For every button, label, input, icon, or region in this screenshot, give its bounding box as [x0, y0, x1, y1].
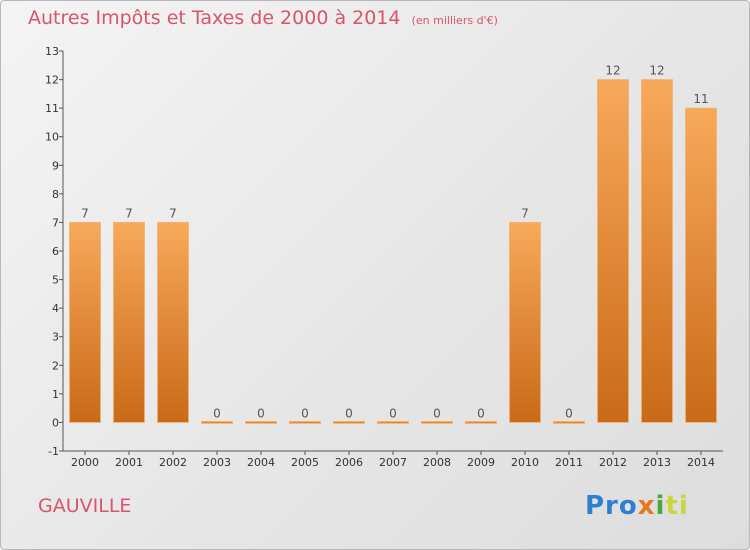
y-tick-label: 12 — [45, 74, 59, 87]
bar — [289, 421, 321, 424]
x-tick-label: 2014 — [687, 456, 715, 469]
y-tick-label: 4 — [52, 302, 59, 315]
chart-data-labels: 7 7 7 0 0 0 0 0 0 0 7 0 12 12 11 — [81, 64, 708, 421]
bar — [553, 421, 585, 424]
x-tick-label: 2001 — [115, 456, 143, 469]
location-name: GAUVILLE — [38, 495, 132, 517]
x-tick-label: 2002 — [159, 456, 187, 469]
y-tick-label: 1 — [52, 388, 59, 401]
y-tick-label: 8 — [52, 188, 59, 201]
data-label: 11 — [693, 92, 708, 106]
x-tick-label: 2009 — [467, 456, 495, 469]
data-label: 7 — [81, 206, 89, 220]
bar — [465, 421, 497, 424]
data-label: 0 — [345, 406, 353, 420]
x-tick-label: 2008 — [423, 456, 451, 469]
y-tick-label: 3 — [52, 331, 59, 344]
y-tick-label: 0 — [52, 416, 59, 429]
data-label: 0 — [433, 406, 441, 420]
proxiti-logo: Proxiti — [585, 491, 689, 521]
y-tick-label: 9 — [52, 159, 59, 172]
data-label: 0 — [301, 406, 309, 420]
data-label: 0 — [213, 406, 221, 420]
y-tick-label: 7 — [52, 216, 59, 229]
x-tick-label: 2012 — [599, 456, 627, 469]
data-label: 0 — [257, 406, 265, 420]
x-tick-label: 2000 — [71, 456, 99, 469]
y-tick-label: 6 — [52, 245, 59, 258]
y-tick-label: 13 — [45, 45, 59, 58]
bar — [333, 421, 365, 424]
x-tick-label: 2005 — [291, 456, 319, 469]
bar — [685, 107, 717, 423]
data-label: 7 — [521, 206, 529, 220]
x-tick-label: 2003 — [203, 456, 231, 469]
data-label: 12 — [649, 64, 664, 78]
bar — [597, 79, 629, 423]
x-tick-label: 2010 — [511, 456, 539, 469]
data-label: 0 — [565, 406, 573, 420]
chart-title-block: Autres Impôts et Taxes de 2000 à 2014 (e… — [28, 7, 498, 29]
x-tick-label: 2004 — [247, 456, 275, 469]
chart-bars — [69, 79, 717, 424]
data-label: 0 — [389, 406, 397, 420]
y-tick-label: 11 — [45, 102, 59, 115]
y-tick-label: 5 — [52, 274, 59, 287]
data-label: 7 — [125, 206, 133, 220]
y-tick-label: 10 — [45, 131, 59, 144]
data-label: 0 — [477, 406, 485, 420]
data-label: 7 — [169, 206, 177, 220]
x-tick-label: 2006 — [335, 456, 363, 469]
x-tick-label: 2011 — [555, 456, 583, 469]
x-tick-label: 2013 — [643, 456, 671, 469]
x-tick-label: 2007 — [379, 456, 407, 469]
y-tick-label: -1 — [48, 445, 59, 458]
bar — [509, 222, 541, 423]
bar — [113, 222, 145, 423]
bar — [641, 79, 673, 423]
bar — [421, 421, 453, 424]
bar — [201, 421, 233, 424]
bar — [245, 421, 277, 424]
bar — [69, 222, 101, 423]
y-tick-label: 2 — [52, 359, 59, 372]
data-label: 12 — [605, 64, 620, 78]
bar — [377, 421, 409, 424]
bar — [157, 222, 189, 423]
chart-title: Autres Impôts et Taxes de 2000 à 2014 — [28, 7, 401, 29]
chart-subtitle: (en milliers d'€) — [411, 14, 498, 27]
